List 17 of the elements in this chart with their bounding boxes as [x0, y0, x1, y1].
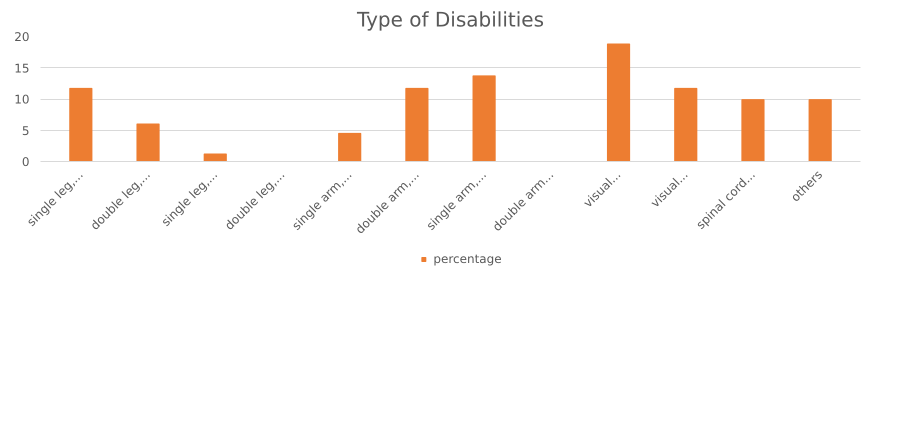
- chart-title: Type of Disabilities: [356, 8, 544, 32]
- bar: [472, 75, 496, 162]
- bar: [136, 124, 160, 162]
- bar: [69, 88, 92, 162]
- y-tick-label: 10: [14, 92, 30, 106]
- y-tick-label: 5: [22, 124, 30, 138]
- y-tick-label: 15: [14, 61, 30, 76]
- bar: [674, 88, 698, 162]
- y-tick-label: 0: [22, 155, 30, 169]
- bar: [405, 88, 428, 162]
- y-tick-label: 20: [14, 30, 30, 44]
- bar: [338, 132, 362, 162]
- bar: [606, 44, 630, 162]
- legend-label: percentage: [433, 252, 502, 266]
- bar: [741, 99, 765, 162]
- bar: [204, 154, 227, 162]
- bar: [808, 99, 832, 162]
